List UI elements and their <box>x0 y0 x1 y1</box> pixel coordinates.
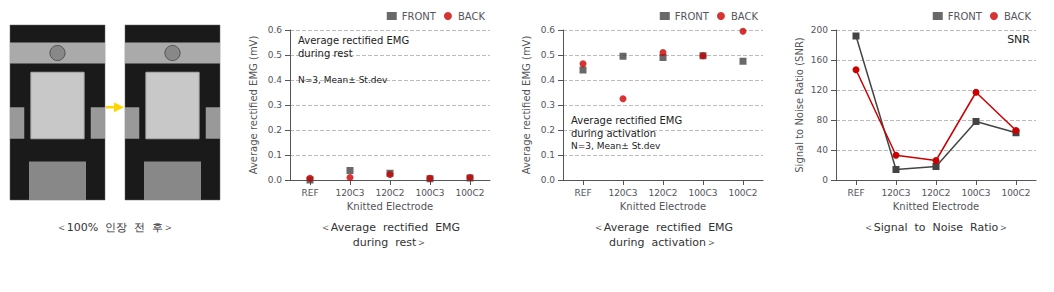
svg-text:0: 0 <box>822 175 828 185</box>
svg-text:during activation＞: during activation＞ <box>609 236 717 249</box>
svg-text:0.1: 0.1 <box>268 150 282 160</box>
svg-text:100C2: 100C2 <box>455 188 484 198</box>
svg-text:0.0: 0.0 <box>268 175 283 185</box>
svg-text:0.3: 0.3 <box>268 100 282 110</box>
svg-text:＜100% 인장 전 후＞: ＜100% 인장 전 후＞ <box>56 221 174 234</box>
svg-text:during rest: during rest <box>298 48 353 59</box>
svg-text:Average rectified EMG (mV): Average rectified EMG (mV) <box>521 36 532 175</box>
svg-text:＜Average rectified EMG: ＜Average rectified EMG <box>320 221 460 234</box>
svg-text:100C3: 100C3 <box>961 188 990 198</box>
svg-text:0.2: 0.2 <box>541 125 555 135</box>
svg-text:during rest＞: during rest＞ <box>353 236 428 249</box>
svg-text:40: 40 <box>817 145 829 155</box>
svg-text:80: 80 <box>817 115 829 125</box>
svg-text:during activation: during activation <box>571 128 656 139</box>
svg-text:＜Signal to Noise Ratio＞: ＜Signal to Noise Ratio＞ <box>863 221 1010 234</box>
svg-text:160: 160 <box>811 55 828 65</box>
svg-text:N=3, Mean± St.dev: N=3, Mean± St.dev <box>298 75 388 85</box>
svg-text:0.5: 0.5 <box>268 50 282 60</box>
svg-text:120C2: 120C2 <box>921 188 950 198</box>
svg-text:Average rectified EMG: Average rectified EMG <box>571 115 682 126</box>
svg-text:120: 120 <box>811 85 828 95</box>
svg-text:Knitted Electrode: Knitted Electrode <box>620 201 706 212</box>
svg-text:REF: REF <box>301 188 318 198</box>
svg-text:N=3, Mean± St.dev: N=3, Mean± St.dev <box>571 141 661 151</box>
svg-text:100C2: 100C2 <box>728 188 757 198</box>
svg-text:REF: REF <box>574 188 591 198</box>
svg-text:0.6: 0.6 <box>268 25 283 35</box>
svg-text:120C2: 120C2 <box>648 188 677 198</box>
svg-text:0.5: 0.5 <box>541 50 555 60</box>
svg-text:SNR: SNR <box>1007 33 1030 46</box>
svg-text:0.3: 0.3 <box>541 100 555 110</box>
svg-text:FRONT: FRONT <box>675 11 710 22</box>
svg-text:REF: REF <box>847 188 864 198</box>
svg-text:Knitted Electrode: Knitted Electrode <box>347 201 433 212</box>
svg-text:Average rectified EMG (mV): Average rectified EMG (mV) <box>248 36 259 175</box>
svg-text:0.0: 0.0 <box>541 175 556 185</box>
svg-text:200: 200 <box>811 25 828 35</box>
svg-text:Average rectified EMG: Average rectified EMG <box>298 35 409 46</box>
svg-text:0.1: 0.1 <box>541 150 555 160</box>
svg-text:0.4: 0.4 <box>541 75 556 85</box>
svg-text:FRONT: FRONT <box>948 11 983 22</box>
svg-text:100C3: 100C3 <box>415 188 444 198</box>
svg-text:FRONT: FRONT <box>402 11 437 22</box>
svg-text:120C2: 120C2 <box>375 188 404 198</box>
svg-text:＜Average rectified EMG: ＜Average rectified EMG <box>593 221 733 234</box>
svg-text:BACK: BACK <box>731 11 759 22</box>
svg-text:120C3: 120C3 <box>608 188 637 198</box>
svg-text:120C3: 120C3 <box>881 188 910 198</box>
svg-text:BACK: BACK <box>1004 11 1032 22</box>
svg-text:120C3: 120C3 <box>335 188 364 198</box>
svg-text:Signal to Noise Ratio (SNR): Signal to Noise Ratio (SNR) <box>794 37 805 173</box>
svg-text:0.6: 0.6 <box>541 25 556 35</box>
svg-text:Knitted Electrode: Knitted Electrode <box>893 201 979 212</box>
svg-text:0.2: 0.2 <box>268 125 282 135</box>
svg-text:BACK: BACK <box>458 11 486 22</box>
svg-text:0.4: 0.4 <box>268 75 283 85</box>
svg-text:100C3: 100C3 <box>688 188 717 198</box>
svg-text:100C2: 100C2 <box>1001 188 1030 198</box>
